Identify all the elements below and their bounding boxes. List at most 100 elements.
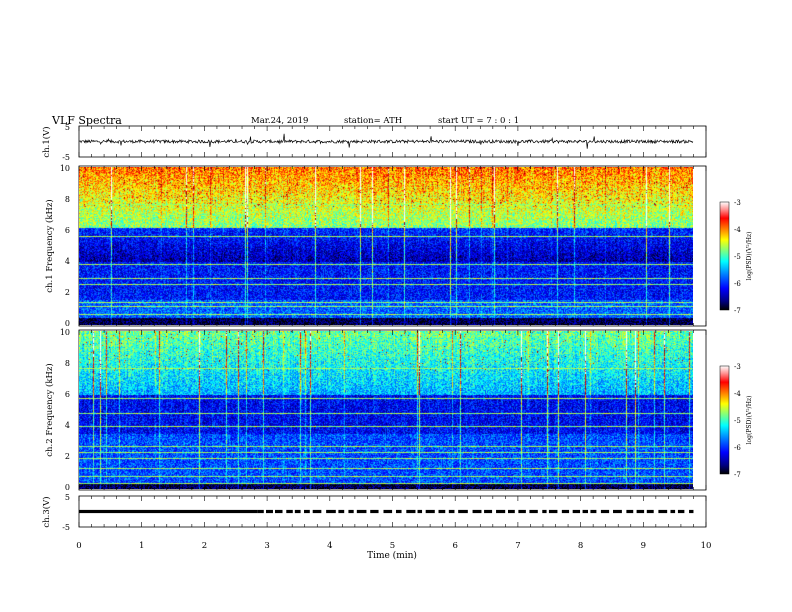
- ch3-waveform-trace: [79, 509, 694, 514]
- time-tick-label: 3: [264, 541, 269, 551]
- ch2-cbar-tick-m5: -5: [734, 417, 741, 425]
- ch3-level-segment: [484, 509, 493, 514]
- ch1-ylabel: ch.1(V): [41, 126, 52, 157]
- ch3-level-segment: [425, 509, 435, 514]
- ch1-spec-ytick-4: 4: [65, 257, 70, 266]
- ch3-level-segment: [677, 509, 685, 514]
- time-tick-label: 5: [390, 541, 395, 551]
- ch3-level-segment: [496, 509, 506, 514]
- ch2-spec-ytick-10: 10: [60, 328, 70, 337]
- ch1-cbar-tick-m4: -4: [734, 226, 741, 234]
- ch3-level-segment: [529, 509, 538, 514]
- ch1-spectrogram-ylabel: ch.1 Frequency (kHz): [44, 199, 55, 292]
- ch3-level-segment: [636, 509, 645, 514]
- ch1-spectrogram-image: [79, 167, 693, 325]
- ch3-waveform-panel: 5 -5 ch.3(V): [41, 493, 707, 532]
- ch2-spec-ytick-6: 6: [65, 390, 70, 399]
- start-ut-label: start UT = 7 : 0 : 1: [438, 116, 519, 126]
- ch3-level-segment: [356, 509, 367, 514]
- ch3-level-segment: [338, 509, 345, 514]
- ch3-level-segment: [613, 509, 622, 514]
- ch3-level-segment: [472, 509, 482, 514]
- ch2-spec-ytick-8: 8: [65, 359, 70, 368]
- ch3-level-segment: [518, 509, 526, 514]
- ch3-level-segment: [689, 509, 694, 514]
- ch1-cbar-tick-m7: -7: [734, 307, 741, 315]
- ch3-level-segment: [370, 509, 379, 514]
- ch3-level-segment: [326, 509, 336, 514]
- ch3-level-segment: [257, 509, 264, 514]
- time-tick-label: 7: [515, 541, 520, 551]
- ch1-spec-ytick-10: 10: [60, 164, 70, 173]
- ch3-level-segment: [507, 509, 515, 514]
- time-tick-label: 0: [76, 541, 81, 551]
- time-tick-label: 8: [578, 541, 583, 551]
- ch3-level-segment: [626, 509, 634, 514]
- ch3-ytick-top: 5: [65, 493, 70, 502]
- station-label: station= ATH: [344, 116, 402, 126]
- ch3-level-segment: [383, 509, 393, 514]
- ch3-level-segment: [542, 509, 547, 514]
- ch3-level-segment: [670, 509, 676, 514]
- ch1-spec-ytick-0: 0: [65, 319, 70, 328]
- ch3-level-segment: [312, 509, 322, 514]
- ch3-level-segment: [417, 509, 423, 514]
- ch2-cbar-tick-m3: -3: [734, 363, 741, 371]
- ch1-cbar-tick-m3: -3: [734, 199, 741, 207]
- ch1-waveform-panel: 5 -5 ch.1(V): [41, 123, 707, 162]
- figure-title: VLF Spectra: [51, 114, 122, 127]
- ch3-level-segment: [448, 509, 455, 514]
- ch1-spec-ytick-8: 8: [65, 195, 70, 204]
- ch3-ytick-bottom: -5: [62, 523, 70, 532]
- ch3-level-segment: [590, 509, 597, 514]
- time-tick-label: 9: [641, 541, 646, 551]
- ch2-spec-ytick-4: 4: [65, 421, 70, 430]
- ch3-level-segment: [582, 509, 589, 514]
- ch1-spec-ytick-2: 2: [65, 288, 70, 297]
- ch3-level-segment: [600, 509, 610, 514]
- ch1-ytick-bottom: -5: [62, 153, 70, 162]
- ch3-level-segment: [438, 509, 446, 514]
- ch1-ytick-top: 5: [65, 123, 70, 132]
- ch3-level-segment: [406, 509, 416, 514]
- ch1-colorbar: [719, 201, 730, 311]
- ch1-colorbar-label: log(PSD)(V²/Hz): [746, 232, 753, 281]
- ch2-spec-ytick-0: 0: [65, 483, 70, 492]
- ch1-waveform-trace: [78, 133, 694, 149]
- time-tick-label: 6: [452, 541, 457, 551]
- date-label: Mar.24, 2019: [251, 116, 308, 126]
- ch3-level-segment: [348, 509, 354, 514]
- ch1-cbar-tick-m6: -6: [734, 280, 741, 288]
- time-tick-label: 2: [202, 541, 207, 551]
- ch1-spectrogram-panel: 0 2 4 6 8 10 ch.1 Frequency (kHz) -3 -4 …: [44, 164, 753, 328]
- ch3-level-segment: [646, 509, 654, 514]
- ch2-spec-ytick-2: 2: [65, 452, 70, 461]
- ch2-cbar-tick-m4: -4: [734, 390, 741, 398]
- ch2-cbar-tick-m7: -7: [734, 471, 741, 479]
- ch3-level-segment: [658, 509, 668, 514]
- ch3-level-segment: [572, 509, 581, 514]
- ch3-level-segment: [458, 509, 468, 514]
- ch2-spectrogram-panel: 0 2 4 6 8 10 ch.2 Frequency (kHz) -3 -4 …: [44, 328, 753, 492]
- ch3-level-segment: [561, 509, 570, 514]
- ch1-cbar-tick-m5: -5: [734, 253, 741, 261]
- ch3-level-segment: [395, 509, 402, 514]
- time-axis-label: Time (min): [367, 550, 417, 561]
- ch2-cbar-tick-m6: -6: [734, 444, 741, 452]
- ch2-colorbar: [719, 365, 730, 475]
- ch2-colorbar-label: log(PSD)(V²/Hz): [746, 396, 753, 445]
- ch3-level-segment: [304, 509, 310, 514]
- ch2-spectrogram-ylabel: ch.2 Frequency (kHz): [44, 363, 55, 456]
- ch1-spec-ytick-6: 6: [65, 226, 70, 235]
- time-tick-label: 4: [327, 541, 332, 551]
- ch2-spectrogram-image: [79, 331, 693, 489]
- ch3-level-segment: [79, 509, 258, 514]
- ch3-level-segment: [266, 509, 273, 514]
- time-tick-label: 1: [139, 541, 144, 551]
- ch3-ylabel: ch.3(V): [41, 496, 52, 527]
- ch3-level-segment: [294, 509, 301, 514]
- time-axis-tick-labels: 0 1 2 3 4 5 6 7 8 9 10: [76, 541, 711, 551]
- ch3-level-segment: [548, 509, 558, 514]
- time-minor-ticks: [78, 126, 707, 527]
